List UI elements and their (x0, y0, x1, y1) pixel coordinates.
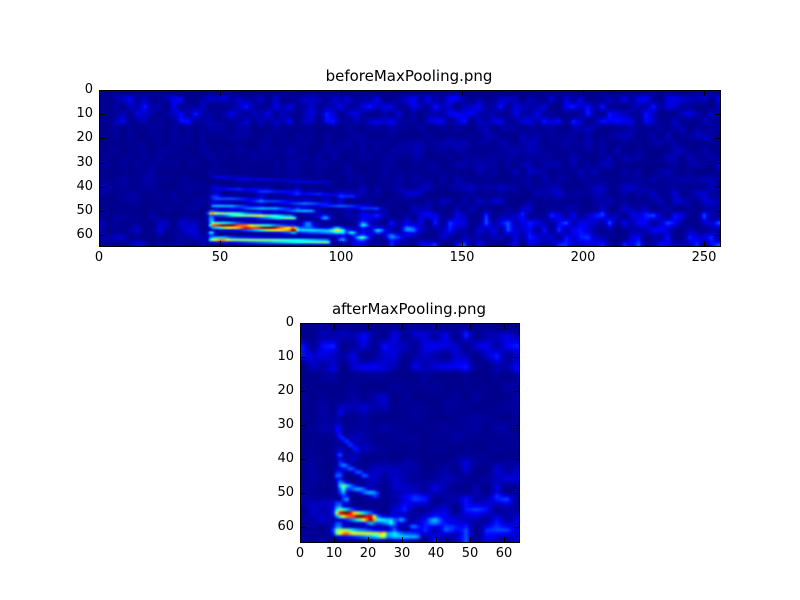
tick-mark (715, 211, 720, 212)
y-tick-label: 40 (277, 451, 294, 466)
tick-mark (100, 90, 105, 91)
tick-mark (100, 211, 105, 212)
tick-mark (504, 324, 505, 329)
tick-mark (514, 323, 519, 324)
y-tick-label: 0 (84, 82, 93, 97)
tick-mark (470, 324, 471, 329)
tick-mark (715, 114, 720, 115)
x-tick-label: 40 (427, 546, 445, 561)
tick-mark (514, 357, 519, 358)
tick-mark (715, 90, 720, 91)
heatmap-after-image (301, 324, 519, 542)
tick-mark (583, 241, 584, 246)
y-tick-label: 60 (76, 227, 93, 242)
x-tick-label: 250 (691, 250, 717, 265)
tick-mark (715, 138, 720, 139)
tick-mark (402, 324, 403, 329)
x-tick-label: 50 (211, 250, 229, 265)
tick-mark (514, 425, 519, 426)
y-tick-label: 20 (277, 383, 294, 398)
tick-mark (504, 537, 505, 542)
tick-mark (704, 241, 705, 246)
x-tick-label: 150 (449, 250, 475, 265)
tick-mark (514, 459, 519, 460)
tick-mark (301, 527, 306, 528)
tick-mark (300, 324, 301, 329)
tick-mark (100, 187, 105, 188)
tick-mark (514, 527, 519, 528)
tick-mark (301, 425, 306, 426)
tick-mark (436, 324, 437, 329)
tick-mark (368, 537, 369, 542)
tick-mark (99, 241, 100, 246)
y-tick-label: 50 (76, 203, 93, 218)
tick-mark (368, 324, 369, 329)
y-tick-label: 20 (76, 130, 93, 145)
y-tick-label: 60 (277, 519, 294, 534)
y-tick-label: 10 (277, 349, 294, 364)
tick-mark (402, 537, 403, 542)
tick-mark (301, 459, 306, 460)
y-tick-label: 50 (277, 485, 294, 500)
tick-mark (301, 493, 306, 494)
heatmap-before-image (100, 91, 720, 246)
x-tick-label: 100 (328, 250, 354, 265)
tick-mark (341, 91, 342, 96)
axes-after (300, 323, 520, 543)
tick-mark (334, 324, 335, 329)
x-tick-label: 200 (570, 250, 596, 265)
x-tick-label: 30 (393, 546, 411, 561)
tick-mark (99, 91, 100, 96)
y-tick-label: 30 (76, 155, 93, 170)
tick-mark (514, 493, 519, 494)
tick-mark (470, 537, 471, 542)
tick-mark (583, 91, 584, 96)
y-tick-label: 30 (277, 417, 294, 432)
tick-mark (462, 241, 463, 246)
tick-mark (301, 357, 306, 358)
x-tick-label: 0 (295, 546, 305, 561)
tick-mark (100, 235, 105, 236)
tick-mark (436, 537, 437, 542)
tick-mark (334, 537, 335, 542)
tick-mark (715, 187, 720, 188)
tick-mark (100, 114, 105, 115)
x-tick-label: 0 (94, 250, 104, 265)
tick-mark (300, 537, 301, 542)
tick-mark (715, 235, 720, 236)
tick-mark (220, 241, 221, 246)
tick-mark (715, 163, 720, 164)
y-tick-label: 0 (285, 315, 294, 330)
axes-before (99, 90, 721, 247)
x-tick-label: 10 (325, 546, 343, 561)
plot-title-after: afterMaxPooling.png (331, 300, 487, 318)
x-tick-label: 60 (495, 546, 513, 561)
tick-mark (462, 91, 463, 96)
plot-title-before: beforeMaxPooling.png (325, 67, 493, 85)
tick-mark (514, 391, 519, 392)
tick-mark (100, 138, 105, 139)
y-tick-label: 40 (76, 179, 93, 194)
tick-mark (100, 163, 105, 164)
tick-mark (341, 241, 342, 246)
x-tick-label: 20 (359, 546, 377, 561)
tick-mark (301, 323, 306, 324)
y-tick-label: 10 (76, 106, 93, 121)
x-tick-label: 50 (461, 546, 479, 561)
tick-mark (301, 391, 306, 392)
tick-mark (704, 91, 705, 96)
tick-mark (220, 91, 221, 96)
